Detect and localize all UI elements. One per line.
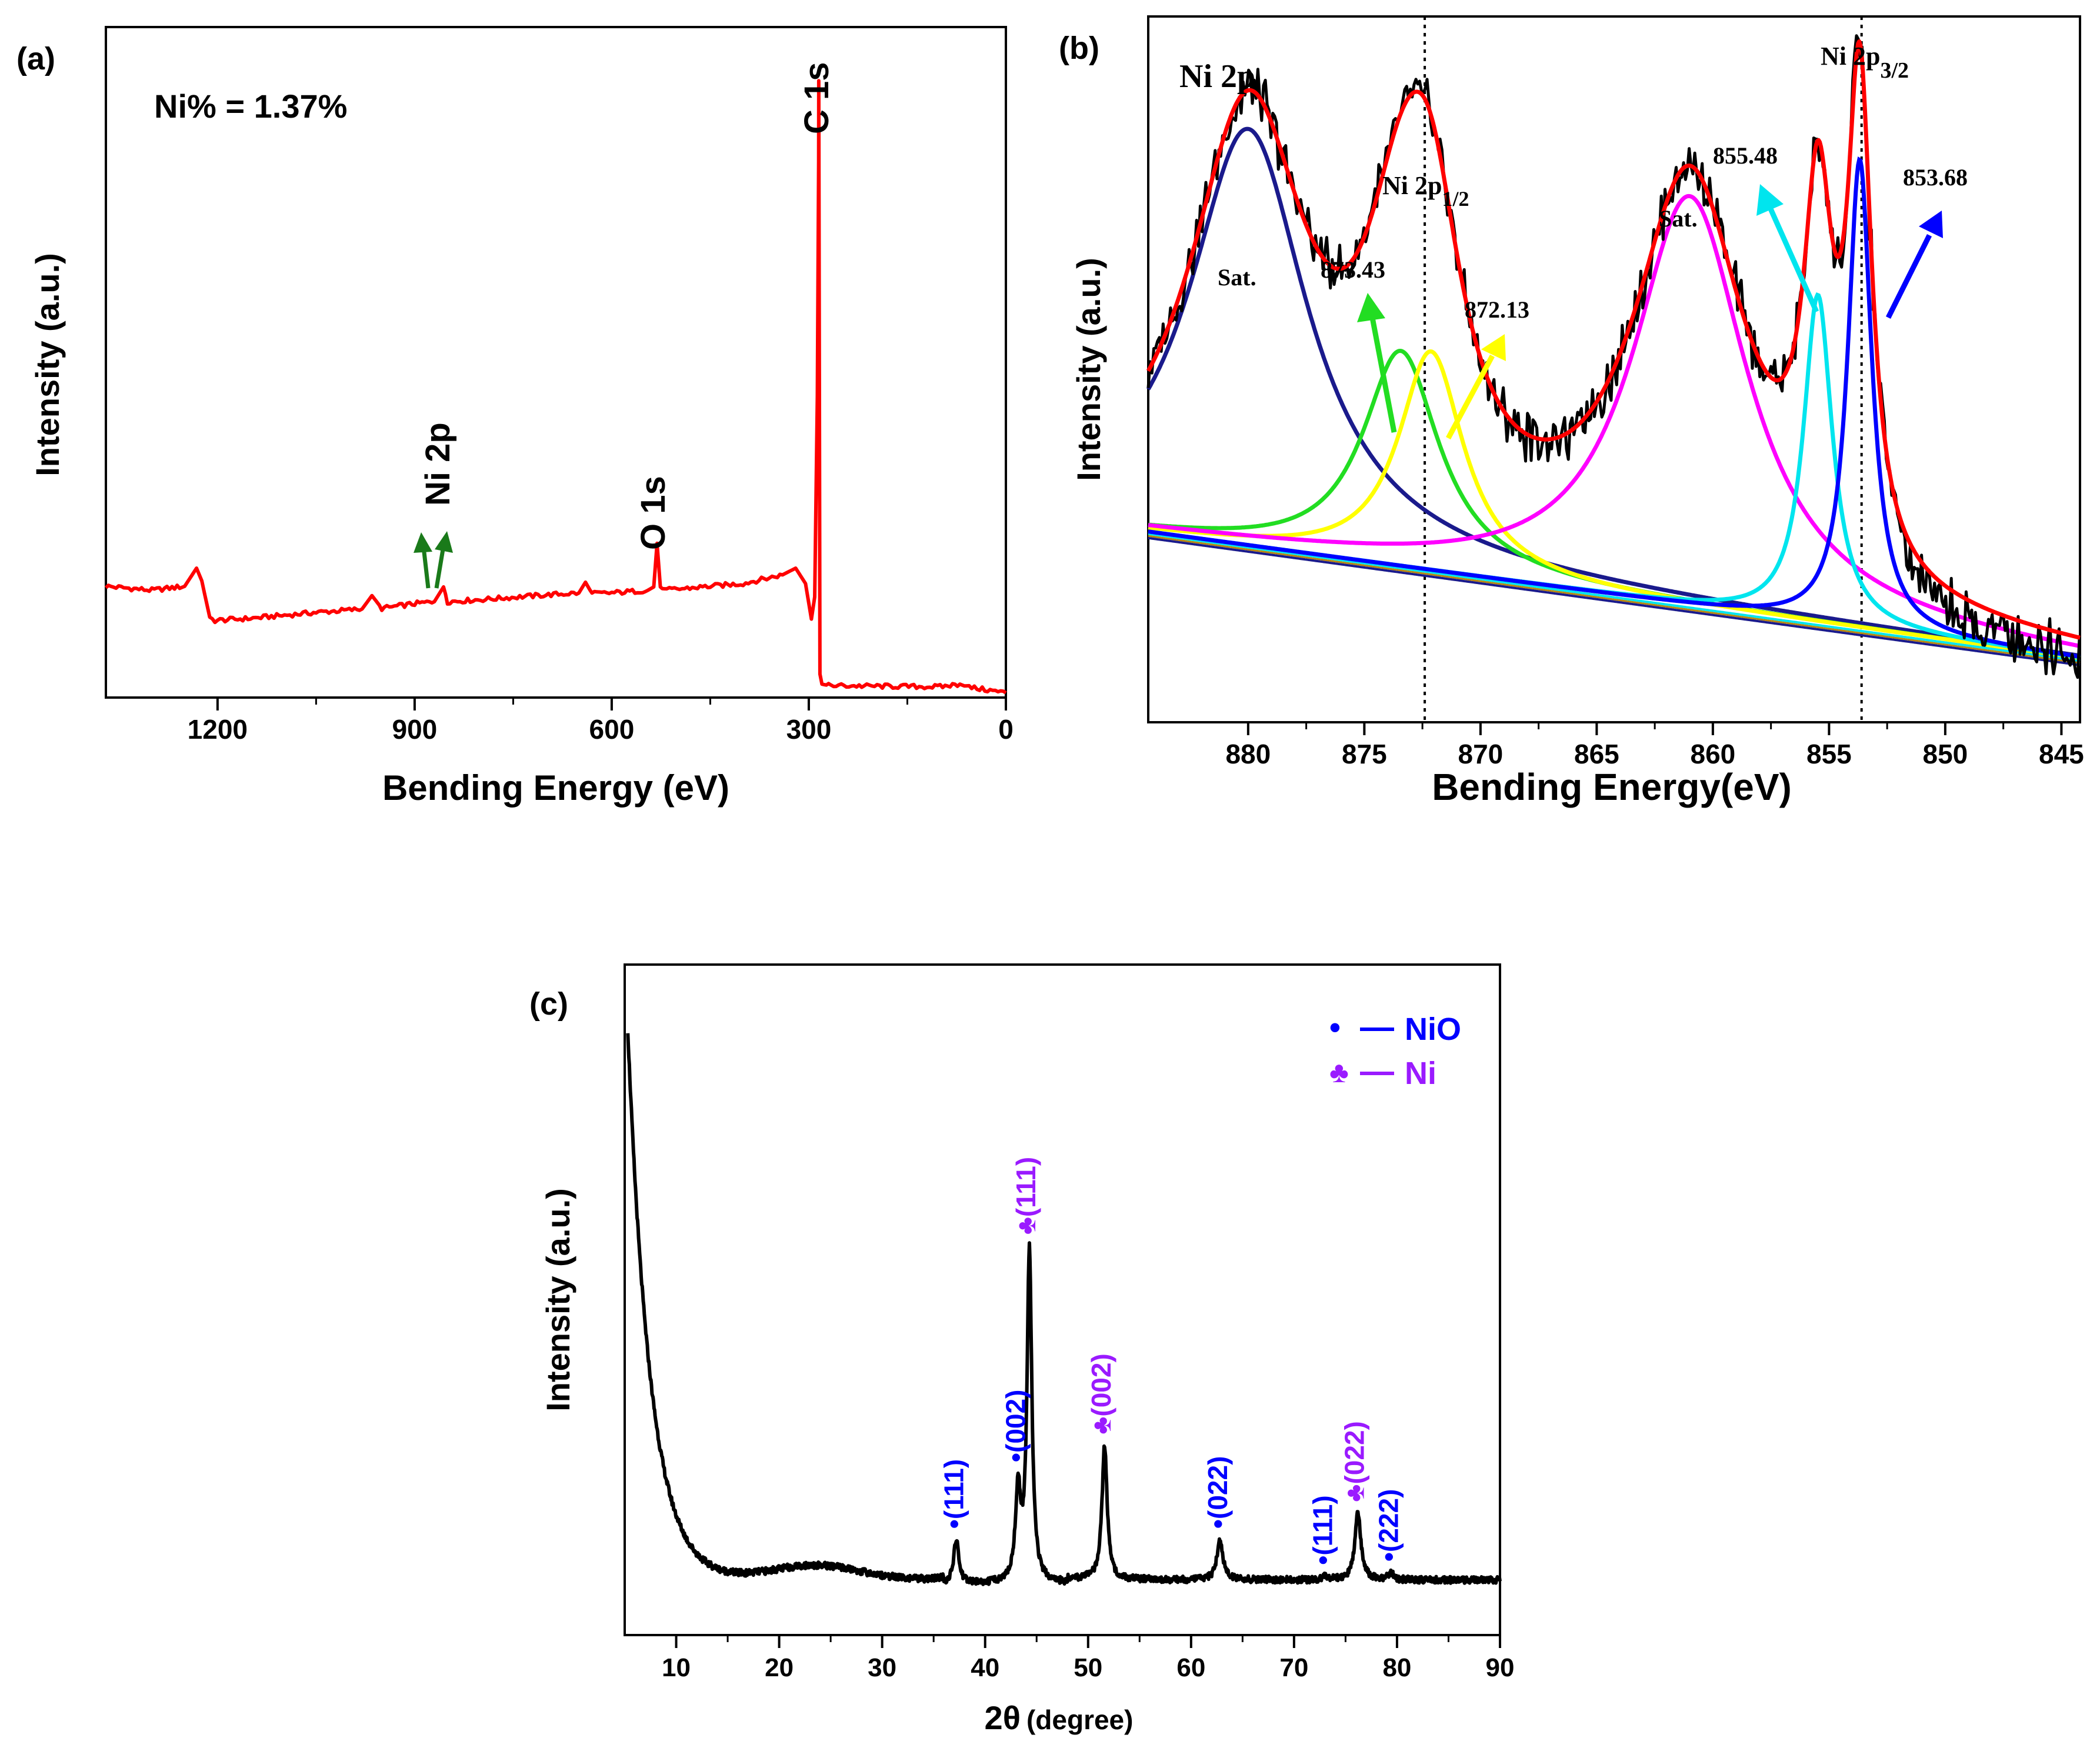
panel-b-x-tick-label-6: 850 bbox=[1923, 739, 1968, 769]
panel-b-x-tick-label-4: 860 bbox=[1691, 739, 1736, 769]
background-line-navy bbox=[1148, 536, 2081, 666]
panel-b-y-axis-title: Intensity (a.u.) bbox=[1070, 258, 1107, 481]
panel-b-label: (b) bbox=[1059, 31, 1099, 66]
panel-b-x-tick-label-0: 880 bbox=[1225, 739, 1271, 769]
panel-b-x-tick-label-7: 845 bbox=[2039, 739, 2084, 769]
component-sat-1 bbox=[1146, 126, 2081, 658]
panel-c-x-tick-label-2: 30 bbox=[868, 1653, 896, 1682]
ni-percent-annotation: Ni% = 1.37% bbox=[154, 88, 347, 125]
panel-a-x-axis: 1200 900 600 300 0 bbox=[188, 698, 1014, 745]
panel-b-x-tick-label-5: 855 bbox=[1806, 739, 1852, 769]
panel-c: (c) 10 20 30 40 50 60 70 80 90 •(111) •(002) ♣(111… bbox=[529, 963, 1514, 1736]
arrow-873-43 bbox=[1357, 293, 1397, 433]
panel-a-x-tick-label-1: 900 bbox=[392, 714, 438, 745]
panel-c-label: (c) bbox=[529, 986, 568, 1022]
panel-c-x-tick-label-5: 60 bbox=[1176, 1653, 1205, 1682]
panel-c-x-tick-label-3: 40 bbox=[971, 1653, 999, 1682]
ni-2p-3-2-label: Ni 2p3/2 bbox=[1821, 42, 1909, 83]
panel-b-x-axis-title: Bending Energy(eV) bbox=[1432, 766, 1792, 808]
arrow-872-13 bbox=[1446, 334, 1506, 440]
legend-nio-text: NiO bbox=[1405, 1012, 1461, 1047]
panel-c-x-axis-symbol: 2θ bbox=[985, 1699, 1021, 1736]
background-line-cyan bbox=[1148, 532, 2081, 662]
value-label-853-68: 853.68 bbox=[1903, 164, 1968, 191]
value-label-855-48: 855.48 bbox=[1713, 142, 1778, 169]
panel-b-title: Ni 2p bbox=[1179, 58, 1255, 95]
panel-b-x-axis: 880 875 870 865 860 855 850 845 bbox=[1225, 722, 2084, 769]
component-peak-853.68 bbox=[1148, 156, 2081, 659]
panel-c-x-tick-label-8: 90 bbox=[1486, 1653, 1515, 1682]
background-line-olive bbox=[1148, 535, 2081, 664]
ni-2p-arrow-right bbox=[434, 531, 453, 589]
peak-label-7: •(222) bbox=[1373, 1489, 1404, 1562]
ni-2p-3-2-sub: 3/2 bbox=[1880, 58, 1909, 83]
legend-ni-text: Ni bbox=[1405, 1056, 1436, 1091]
panel-b-reference-lines bbox=[1424, 16, 1863, 722]
panel-a-x-tick-label-0: 1200 bbox=[188, 714, 248, 745]
envelope-fit-line bbox=[1146, 39, 2081, 640]
legend-ni-symbol: ♣ bbox=[1329, 1056, 1349, 1089]
panel-a-x-tick-label-4: 0 bbox=[998, 714, 1014, 745]
panel-a-label: (a) bbox=[16, 41, 55, 76]
arrow-855-48 bbox=[1756, 184, 1819, 313]
xrd-pattern-line bbox=[626, 1033, 1502, 1586]
panel-b: (b) 880 875 870 865 860 855 850 845 Ni 2p Ni 2p… bbox=[1059, 15, 2084, 808]
panel-a-y-axis-title: Intensity (a.u.) bbox=[29, 253, 66, 476]
panel-b-x-tick-label-3: 865 bbox=[1574, 739, 1619, 769]
panel-c-x-tick-label-6: 70 bbox=[1279, 1653, 1308, 1682]
panel-c-x-tick-label-7: 80 bbox=[1382, 1653, 1411, 1682]
c-1s-peak-label: C 1s bbox=[798, 62, 836, 134]
peak-label-6: ♣(022) bbox=[1339, 1421, 1369, 1502]
panel-a-x-axis-title: Bending Energy (eV) bbox=[382, 768, 729, 808]
ni-2p-1-2-label: Ni 2p1/2 bbox=[1382, 171, 1469, 211]
ni-2p-1-2-sub: 1/2 bbox=[1442, 187, 1469, 211]
xrd-peak-labels: •(111)•(002)♣(111)♣(002)•(022)•(111)♣(02… bbox=[939, 1157, 1404, 1565]
fitted-components bbox=[1146, 126, 2081, 660]
legend-nio-symbol: • bbox=[1329, 1010, 1341, 1045]
panel-c-x-axis-title: 2θ (degree) bbox=[985, 1699, 1134, 1736]
panel-a-x-tick-label-2: 600 bbox=[589, 714, 635, 745]
panel-c-frame bbox=[624, 963, 1501, 1636]
sat-label-1: Sat. bbox=[1218, 264, 1256, 291]
arrow-853-68 bbox=[1885, 211, 1943, 319]
panel-a-x-tick-label-3: 300 bbox=[786, 714, 832, 745]
legend-entry-nio: • NiO bbox=[1329, 1010, 1461, 1047]
ni-2p-peak-label: Ni 2p bbox=[419, 422, 457, 506]
survey-spectrum-line bbox=[104, 79, 1007, 695]
value-label-873-43: 873.43 bbox=[1321, 256, 1385, 283]
component-peak-855.48 bbox=[1148, 292, 2081, 659]
peak-label-1: •(002) bbox=[1001, 1390, 1031, 1463]
panel-c-x-tick-label-4: 50 bbox=[1074, 1653, 1102, 1682]
panel-a: (a) 1200 900 600 300 0 Ni% = 1.37% Ni 2p O 1… bbox=[16, 26, 1014, 808]
component-peak-872.13 bbox=[1148, 349, 2081, 660]
peak-label-4: •(022) bbox=[1202, 1456, 1233, 1529]
legend-entry-ni: ♣ Ni bbox=[1329, 1056, 1436, 1091]
o-1s-peak-label: O 1s bbox=[634, 476, 672, 550]
ni-2p-1-2-main: Ni 2p bbox=[1382, 171, 1442, 200]
panel-b-x-tick-label-1: 875 bbox=[1342, 739, 1387, 769]
value-label-872-13: 872.13 bbox=[1465, 296, 1529, 323]
panel-c-x-axis-unit: (degree) bbox=[1026, 1704, 1133, 1735]
component-sat-2 bbox=[1148, 194, 2081, 648]
panel-a-frame bbox=[105, 26, 1007, 699]
panel-c-x-tick-label-0: 10 bbox=[662, 1653, 691, 1682]
panel-c-x-axis: 10 20 30 40 50 60 70 80 90 bbox=[662, 1635, 1514, 1682]
peak-label-3: ♣(002) bbox=[1086, 1353, 1116, 1435]
panel-c-y-axis-title: Intensity (a.u.) bbox=[539, 1188, 576, 1412]
panel-b-x-tick-label-2: 870 bbox=[1458, 739, 1503, 769]
legend: • NiO ♣ Ni bbox=[1329, 1010, 1461, 1091]
panel-c-x-tick-label-1: 20 bbox=[765, 1653, 794, 1682]
peak-label-0: •(111) bbox=[939, 1459, 969, 1529]
peak-label-2: ♣(111) bbox=[1011, 1157, 1041, 1235]
ni-2p-arrow-left bbox=[414, 532, 432, 589]
sat-label-2: Sat. bbox=[1659, 205, 1698, 232]
peak-label-5: •(111) bbox=[1307, 1495, 1338, 1564]
ni-2p-3-2-main: Ni 2p bbox=[1821, 42, 1880, 71]
